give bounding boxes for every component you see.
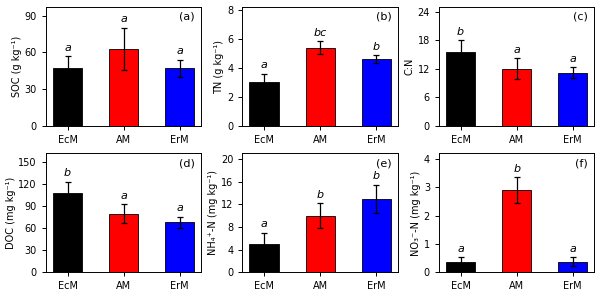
Bar	[305, 48, 335, 126]
Bar	[362, 199, 391, 272]
Text: b: b	[373, 171, 380, 181]
Text: (d): (d)	[179, 158, 195, 168]
Bar	[250, 83, 278, 126]
Y-axis label: C:N: C:N	[405, 58, 415, 75]
Text: a: a	[260, 60, 268, 70]
Text: b: b	[513, 164, 520, 174]
Bar	[446, 262, 475, 272]
Text: a: a	[64, 42, 71, 53]
Bar	[502, 69, 532, 126]
Bar	[109, 214, 138, 272]
Text: (f): (f)	[575, 158, 588, 168]
Text: a: a	[176, 203, 183, 213]
Text: a: a	[120, 14, 127, 24]
Y-axis label: NO₃⁻-N (mg kg⁻¹): NO₃⁻-N (mg kg⁻¹)	[411, 170, 421, 255]
Bar	[109, 49, 138, 126]
Text: a: a	[120, 190, 127, 200]
Text: a: a	[260, 219, 268, 229]
Text: (b): (b)	[376, 12, 392, 22]
Bar	[53, 193, 82, 272]
Text: b: b	[457, 27, 464, 37]
Bar	[305, 216, 335, 272]
Bar	[53, 68, 82, 126]
Text: (c): (c)	[574, 12, 588, 22]
Y-axis label: DOC (mg kg⁻¹): DOC (mg kg⁻¹)	[5, 177, 16, 249]
Text: (e): (e)	[376, 158, 392, 168]
Bar	[502, 190, 532, 272]
Bar	[250, 244, 278, 272]
Bar	[558, 73, 587, 126]
Bar	[558, 262, 587, 272]
Bar	[165, 68, 194, 126]
Bar	[446, 52, 475, 126]
Text: a: a	[569, 54, 576, 64]
Text: a: a	[457, 244, 464, 254]
Text: a: a	[513, 45, 520, 55]
Text: a: a	[569, 244, 576, 254]
Text: (a): (a)	[179, 12, 195, 22]
Text: b: b	[317, 190, 324, 200]
Text: a: a	[176, 46, 183, 56]
Bar	[362, 59, 391, 126]
Y-axis label: NH₄⁺-N (mg kg⁻¹): NH₄⁺-N (mg kg⁻¹)	[208, 170, 218, 255]
Bar	[165, 222, 194, 272]
Text: bc: bc	[314, 28, 327, 37]
Y-axis label: TN (g kg⁻¹): TN (g kg⁻¹)	[214, 40, 224, 94]
Text: b: b	[64, 168, 71, 178]
Text: b: b	[373, 42, 380, 52]
Y-axis label: SOC (g kg⁻¹): SOC (g kg⁻¹)	[12, 36, 22, 97]
